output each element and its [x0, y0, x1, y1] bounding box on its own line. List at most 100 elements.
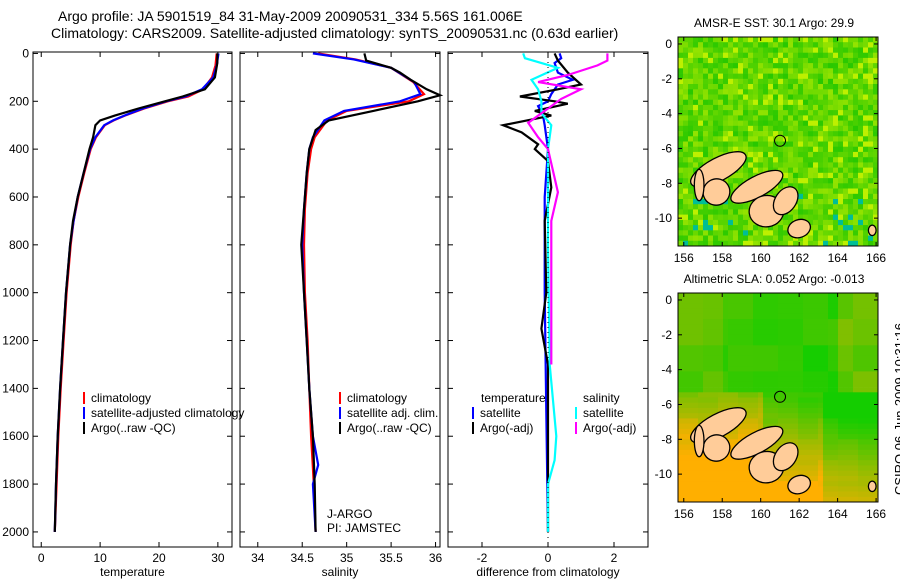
heatmap-cell — [708, 235, 714, 242]
heatmap-cell — [693, 387, 699, 393]
heatmap-cell — [743, 428, 749, 435]
heatmap-cell — [718, 52, 724, 59]
heatmap-cell — [803, 298, 809, 304]
heatmap-cell — [838, 157, 844, 163]
heatmap-cell — [703, 381, 709, 388]
heatmap-cell — [833, 146, 839, 153]
heatmap-cell — [863, 481, 869, 487]
heatmap-cell — [678, 162, 684, 169]
heatmap-cell — [773, 355, 779, 362]
heatmap-cell — [808, 235, 814, 242]
heatmap-cell — [873, 434, 879, 440]
heatmap-cell — [768, 131, 774, 137]
heatmap-cell — [853, 68, 859, 74]
heatmap-cell — [818, 73, 824, 80]
heatmap-cell — [763, 42, 769, 48]
heatmap-cell — [723, 402, 729, 409]
heatmap-cell — [848, 125, 854, 132]
heatmap-cell — [728, 475, 734, 482]
heatmap-cell — [768, 397, 774, 404]
heatmap-cell — [748, 235, 754, 242]
heatmap-cell — [723, 360, 729, 367]
heatmap-cell — [788, 178, 794, 184]
heatmap-cell — [873, 444, 879, 451]
heatmap-cell — [793, 99, 799, 106]
heatmap-cell — [803, 104, 809, 111]
heatmap-cell — [728, 47, 734, 54]
heatmap-cell — [843, 371, 849, 378]
heatmap-cell — [718, 125, 724, 132]
heatmap-cell — [688, 324, 694, 331]
heatmap-cell — [713, 73, 719, 80]
heatmap-cell — [873, 162, 879, 169]
heatmap-cell — [803, 428, 809, 435]
heatmap-cell — [778, 334, 784, 341]
heatmap-cell — [813, 162, 819, 169]
heatmap-cell — [708, 89, 714, 95]
heatmap-cell — [853, 491, 859, 498]
heatmap-cell — [788, 110, 794, 116]
heatmap-cell — [743, 68, 749, 74]
heatmap-cell — [803, 52, 809, 59]
heatmap-cell — [808, 120, 814, 127]
heatmap-cell — [693, 209, 699, 216]
heatmap-cell — [698, 104, 704, 111]
heatmap-cell — [723, 491, 729, 498]
heatmap-cell — [783, 413, 789, 419]
heatmap-cell — [853, 470, 859, 477]
heatmap-cell — [808, 178, 814, 184]
heatmap-cell — [783, 381, 789, 388]
heatmap-cell — [808, 397, 814, 404]
heatmap-cell — [688, 402, 694, 409]
heatmap-cell — [753, 68, 759, 74]
heatmap-cell — [858, 293, 864, 299]
heatmap-cell — [708, 465, 714, 472]
heatmap-cell — [708, 481, 714, 487]
heatmap-cell — [873, 94, 879, 101]
heatmap-cell — [708, 73, 714, 80]
heatmap-cell — [778, 146, 784, 153]
heatmap-cell — [863, 136, 869, 142]
heatmap-cell — [748, 110, 754, 116]
heatmap-cell — [723, 496, 729, 503]
y-tick-label: 0 — [665, 293, 672, 307]
heatmap-cell — [688, 293, 694, 299]
heatmap-cell — [763, 366, 769, 372]
heatmap-cell — [818, 475, 824, 482]
heatmap-cell — [873, 125, 879, 132]
series-line-argo — [499, 52, 584, 532]
heatmap-cell — [833, 329, 839, 336]
heatmap-cell — [678, 407, 684, 414]
heatmap-cell — [723, 313, 729, 320]
heatmap-cell — [818, 329, 824, 336]
heatmap-cell — [693, 371, 699, 378]
heatmap-cell — [723, 475, 729, 482]
heatmap-cell — [768, 313, 774, 320]
heatmap-cell — [743, 120, 749, 127]
heatmap-cell — [868, 57, 874, 64]
heatmap-cell — [848, 298, 854, 304]
heatmap-cell — [818, 402, 824, 409]
heatmap-cell — [683, 120, 689, 127]
heatmap-cell — [788, 172, 794, 179]
heatmap-cell — [848, 78, 854, 85]
heatmap-cell — [743, 167, 749, 174]
heatmap-cell — [768, 146, 774, 153]
heatmap-cell — [763, 151, 769, 158]
heatmap-cell — [683, 209, 689, 216]
heatmap-cell — [843, 188, 849, 195]
heatmap-cell — [753, 73, 759, 80]
heatmap-cell — [783, 235, 789, 242]
heatmap-cell — [678, 131, 684, 137]
heatmap-cell — [863, 486, 869, 492]
heatmap-cell — [848, 397, 854, 404]
heatmap-cell — [828, 324, 834, 331]
heatmap-cell — [783, 84, 789, 90]
heatmap-cell — [763, 84, 769, 90]
heatmap-cell — [678, 219, 684, 226]
heatmap-cell — [778, 376, 784, 383]
heatmap-cell — [858, 298, 864, 304]
heatmap-cell — [803, 402, 809, 409]
heatmap-cell — [868, 84, 874, 90]
heatmap-cell — [748, 340, 754, 346]
